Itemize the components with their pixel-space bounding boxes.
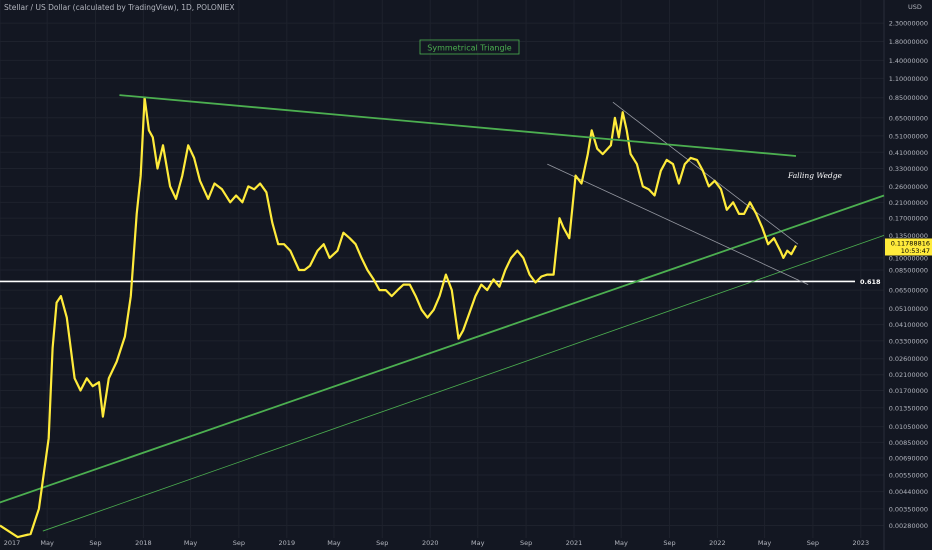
price-tick-label: 0.65000000 (889, 114, 928, 122)
falling-wedge-label: Falling Wedge (787, 171, 843, 180)
time-tick-label: 2019 (279, 539, 296, 547)
price-tick-label: 0.26000000 (889, 183, 928, 191)
time-tick-label: May (471, 539, 485, 547)
time-tick-label: Sep (376, 539, 388, 547)
price-tick-label: 0.06500000 (889, 287, 928, 295)
price-tick-label: 0.08500000 (889, 267, 928, 275)
price-tick-label: 0.85000000 (889, 94, 928, 102)
price-tick-label: 0.02600000 (889, 355, 928, 363)
wedge-upper-line (612, 101, 799, 245)
price-tick-label: 0.02100000 (889, 371, 928, 379)
time-tick-label: Sep (520, 539, 532, 547)
price-tick-label: 0.00550000 (889, 471, 928, 479)
price-tick-label: 0.33000000 (889, 165, 928, 173)
price-tick-label: 0.00440000 (889, 488, 928, 496)
time-tick-label: 2020 (422, 539, 439, 547)
time-tick-label: Sep (807, 539, 819, 547)
lower-parallel-trendline (42, 235, 885, 532)
price-tick-label: 2.30000000 (889, 20, 928, 28)
price-tick-label: 1.10000000 (889, 75, 928, 83)
time-tick-label: May (758, 539, 772, 547)
price-tick-label: 1.40000000 (889, 57, 928, 65)
price-tick-label: 0.17000000 (889, 215, 928, 223)
current-price-tag (885, 238, 932, 256)
time-tick-label: May (614, 539, 628, 547)
price-tick-label: 0.41000000 (889, 149, 928, 157)
bar-countdown: 10:53:47 (901, 247, 930, 255)
currency-label: USD (908, 3, 922, 11)
time-tick-label: 2022 (709, 539, 726, 547)
symmetrical-triangle-label: Symmetrical Triangle (427, 44, 512, 53)
time-tick-label: 2023 (853, 539, 870, 547)
symbol-header: Stellar / US Dollar (calculated by Tradi… (4, 3, 235, 12)
price-tick-label: 0.01050000 (889, 423, 928, 431)
time-tick-label: May (184, 539, 198, 547)
price-tick-label: 0.21000000 (889, 199, 928, 207)
time-tick-label: 2017 (4, 539, 21, 547)
price-tick-label: 0.00690000 (889, 455, 928, 463)
price-tick-label: 0.05100000 (889, 305, 928, 313)
wedge-lower-line (547, 163, 809, 285)
price-tick-label: 0.04100000 (889, 321, 928, 329)
current-price-value: 0.11788816 (891, 239, 930, 247)
price-tick-label: 0.01700000 (889, 387, 928, 395)
fib-618-label: 0.618 (860, 278, 881, 286)
symmetrical-triangle-box (419, 39, 520, 55)
price-tick-label: 1.80000000 (889, 38, 928, 46)
price-tick-label: 0.00850000 (889, 439, 928, 447)
price-tick-label: 0.13500000 (889, 232, 928, 240)
price-tick-label: 0.10000000 (889, 254, 928, 262)
price-tick-label: 0.51000000 (889, 132, 928, 140)
time-tick-label: 2018 (135, 539, 152, 547)
price-tick-label: 0.00350000 (889, 505, 928, 513)
price-series-line (0, 96, 797, 539)
triangle-upper-trendline (119, 94, 797, 157)
triangle-lower-trendline (0, 194, 885, 504)
time-tick-label: Sep (233, 539, 245, 547)
price-tick-label: 0.00280000 (889, 522, 928, 530)
price-tick-label: 0.01350000 (889, 404, 928, 412)
time-tick-label: 2021 (566, 539, 583, 547)
time-tick-label: May (327, 539, 341, 547)
time-tick-label: Sep (89, 539, 101, 547)
time-tick-label: Sep (663, 539, 675, 547)
price-tick-label: 0.03300000 (889, 337, 928, 345)
time-tick-label: May (40, 539, 54, 547)
